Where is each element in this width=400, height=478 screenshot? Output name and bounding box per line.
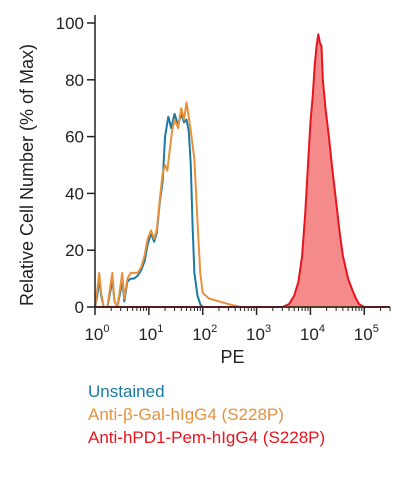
y-tick-label-0: 0 xyxy=(75,298,84,317)
histogram-plot: 0 20 40 60 80 100 100 101 102 103 104 105 PE Relati… xyxy=(17,14,391,367)
x-tick-label-0: 100 xyxy=(84,323,109,344)
legend: Unstained Anti-β-Gal-hIgG4 (S228P) Anti-… xyxy=(88,380,325,449)
y-tick-label-80: 80 xyxy=(65,71,84,90)
x-tick-label-4: 104 xyxy=(300,323,325,344)
y-tick-label-100: 100 xyxy=(56,14,84,33)
legend-entry-unstained: Unstained xyxy=(88,382,165,401)
x-tick-label-3: 103 xyxy=(246,323,271,344)
x-tick-label-1: 101 xyxy=(138,323,163,344)
y-tick-label-20: 20 xyxy=(65,241,84,260)
x-axis-title: PE xyxy=(220,347,244,367)
x-tick-label-2: 102 xyxy=(192,323,217,344)
axes-layer: 0 20 40 60 80 100 100 101 102 103 104 105 xyxy=(56,14,391,344)
y-tick-label-60: 60 xyxy=(65,128,84,147)
series-2-line xyxy=(95,33,390,308)
legend-entry-anti-hpd1-pem: Anti-hPD1-Pem-hIgG4 (S228P) xyxy=(88,428,326,447)
series-layer xyxy=(94,33,390,308)
y-axis-title: Relative Cell Number (% of Max) xyxy=(17,44,37,306)
x-tick-label-5: 105 xyxy=(354,323,379,344)
series-1-line xyxy=(94,101,390,308)
y-tick-label-40: 40 xyxy=(65,184,84,203)
legend-entry-anti-beta-gal: Anti-β-Gal-hIgG4 (S228P) xyxy=(88,405,284,424)
series-2-area xyxy=(95,34,390,308)
